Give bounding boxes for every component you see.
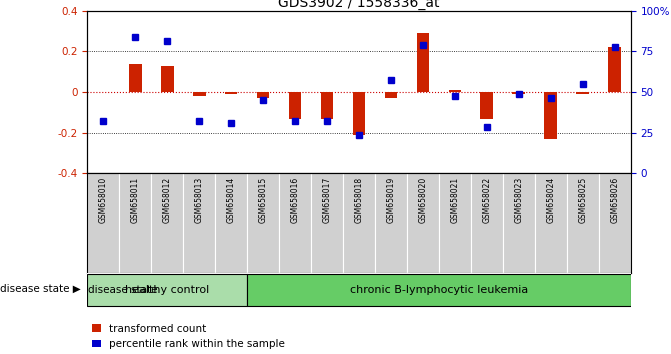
Bar bbox=[599, 173, 631, 273]
Bar bbox=[279, 173, 311, 273]
Bar bbox=[161, 65, 174, 92]
Text: GSM658026: GSM658026 bbox=[610, 176, 619, 223]
Text: disease state ▶: disease state ▶ bbox=[0, 284, 81, 293]
Text: GSM658011: GSM658011 bbox=[131, 176, 140, 223]
Bar bbox=[576, 92, 589, 94]
Bar bbox=[257, 92, 270, 98]
Bar bbox=[544, 92, 557, 139]
Text: disease state: disease state bbox=[88, 285, 158, 295]
Text: GSM658023: GSM658023 bbox=[515, 176, 523, 223]
Text: GSM658012: GSM658012 bbox=[162, 176, 172, 223]
Legend: transformed count, percentile rank within the sample: transformed count, percentile rank withi… bbox=[93, 324, 285, 349]
Bar bbox=[151, 173, 183, 273]
Text: GSM658013: GSM658013 bbox=[195, 176, 203, 223]
Bar bbox=[321, 92, 333, 119]
Text: healthy control: healthy control bbox=[125, 285, 209, 295]
Bar bbox=[289, 92, 301, 119]
Bar bbox=[352, 92, 366, 135]
Text: GSM658021: GSM658021 bbox=[450, 176, 460, 223]
Text: GSM658014: GSM658014 bbox=[227, 176, 236, 223]
Text: GSM658020: GSM658020 bbox=[419, 176, 427, 223]
Bar bbox=[129, 64, 142, 92]
Bar bbox=[471, 173, 503, 273]
Text: GSM658022: GSM658022 bbox=[482, 176, 491, 223]
Text: GSM658010: GSM658010 bbox=[99, 176, 108, 223]
Bar bbox=[183, 173, 215, 273]
Bar bbox=[375, 173, 407, 273]
Bar bbox=[448, 90, 461, 92]
Text: GSM658016: GSM658016 bbox=[291, 176, 299, 223]
Bar bbox=[247, 274, 631, 306]
Bar bbox=[215, 173, 247, 273]
Bar bbox=[247, 173, 279, 273]
Bar bbox=[439, 173, 471, 273]
Bar bbox=[513, 92, 525, 94]
Text: GSM658015: GSM658015 bbox=[258, 176, 268, 223]
Bar bbox=[535, 173, 567, 273]
Bar bbox=[480, 92, 493, 119]
Bar bbox=[609, 47, 621, 92]
Text: GSM658019: GSM658019 bbox=[386, 176, 395, 223]
Text: GSM658024: GSM658024 bbox=[546, 176, 556, 223]
Bar bbox=[503, 173, 535, 273]
Bar bbox=[417, 33, 429, 92]
Title: GDS3902 / 1558336_at: GDS3902 / 1558336_at bbox=[278, 0, 440, 10]
Bar bbox=[119, 173, 151, 273]
Text: GSM658018: GSM658018 bbox=[354, 176, 364, 223]
Bar bbox=[193, 92, 205, 96]
Bar bbox=[384, 92, 397, 98]
Text: chronic B-lymphocytic leukemia: chronic B-lymphocytic leukemia bbox=[350, 285, 528, 295]
Bar bbox=[343, 173, 375, 273]
Bar bbox=[567, 173, 599, 273]
Bar bbox=[87, 173, 119, 273]
Text: GSM658017: GSM658017 bbox=[323, 176, 331, 223]
Text: GSM658025: GSM658025 bbox=[578, 176, 587, 223]
Bar bbox=[407, 173, 439, 273]
Bar bbox=[87, 274, 247, 306]
Bar bbox=[311, 173, 343, 273]
Bar bbox=[225, 92, 238, 94]
